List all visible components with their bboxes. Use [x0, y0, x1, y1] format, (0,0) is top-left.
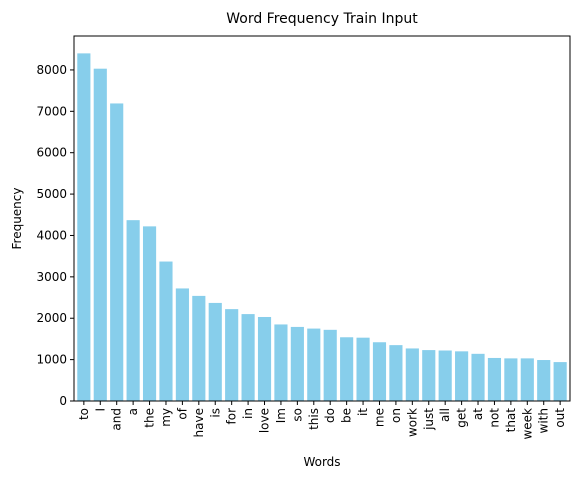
x-tick-label: with	[537, 408, 551, 433]
x-tick-label: me	[372, 408, 386, 427]
y-tick-label: 1000	[36, 353, 67, 367]
x-tick-label: be	[340, 408, 354, 423]
y-tick-label: 4000	[36, 228, 67, 242]
chart-title: Word Frequency Train Input	[226, 11, 418, 27]
y-tick-label: 5000	[36, 187, 67, 201]
x-tick-label: I	[93, 408, 107, 412]
bar-week	[520, 358, 534, 401]
bar-the	[142, 226, 157, 401]
x-tick-label: week	[520, 408, 534, 440]
bar-is	[208, 302, 222, 401]
bar-it	[356, 337, 370, 401]
bar-this	[307, 328, 321, 401]
y-tick-label: 0	[59, 394, 67, 408]
x-tick-label: the	[143, 408, 157, 428]
bar-with	[537, 360, 551, 401]
x-tick-label: it	[356, 408, 370, 416]
x-tick-label: my	[159, 408, 173, 427]
x-tick-label: on	[389, 408, 403, 423]
x-tick-label: all	[438, 408, 452, 422]
bar-and	[110, 103, 124, 401]
y-tick-label: 3000	[36, 270, 67, 284]
bar-im	[274, 324, 288, 401]
x-tick-label: so	[290, 408, 304, 422]
bar-do	[323, 329, 337, 401]
x-tick-label: work	[405, 408, 419, 437]
x-tick-label: love	[258, 408, 272, 433]
x-tick-label: Im	[274, 408, 288, 423]
x-tick-label: in	[241, 408, 255, 419]
x-tick-label: to	[77, 408, 91, 420]
bar-love	[257, 316, 272, 401]
x-tick-label: at	[471, 408, 485, 420]
x-tick-label: for	[225, 408, 239, 425]
bar-in	[241, 314, 255, 401]
x-tick-label: not	[487, 408, 501, 428]
bar-work	[405, 348, 419, 401]
bar-have	[192, 295, 206, 401]
x-tick-label: is	[208, 408, 222, 418]
bar-a	[126, 220, 140, 401]
x-tick-label: get	[455, 408, 469, 428]
bar-not	[487, 357, 502, 401]
x-tick-label: this	[307, 408, 321, 430]
y-axis-title: Frequency	[10, 188, 24, 250]
bar-my	[159, 261, 173, 401]
bar-be	[340, 337, 354, 401]
bar-all	[438, 350, 452, 401]
bar-just	[422, 350, 436, 401]
bars-group	[77, 53, 567, 401]
bar-on	[389, 345, 403, 401]
bar-that	[504, 358, 518, 401]
y-tick-label: 2000	[36, 311, 67, 325]
y-tick-label: 7000	[36, 104, 67, 118]
bar-i	[93, 68, 107, 401]
x-tick-label: out	[553, 408, 567, 428]
bar-to	[77, 53, 91, 401]
x-tick-label: of	[175, 407, 189, 419]
bar-get	[455, 351, 469, 401]
bar-for	[225, 309, 239, 401]
x-tick-label: a	[126, 408, 140, 415]
bar-me	[372, 342, 387, 401]
x-axis-title: Words	[303, 455, 340, 469]
y-tick-label: 8000	[36, 63, 67, 77]
x-tick-label: that	[504, 408, 518, 433]
bar-so	[290, 326, 304, 401]
y-axis-ticks: 0 1000 2000 3000 4000 5000 6000 7000 8000	[36, 63, 74, 408]
y-tick-label: 6000	[36, 146, 67, 160]
x-tick-label: and	[110, 408, 124, 431]
x-tick-label: just	[422, 408, 436, 431]
plot-frame	[73, 35, 571, 402]
bar-out	[553, 362, 567, 401]
x-tick-label: have	[192, 408, 206, 437]
bar-of	[175, 288, 189, 401]
bar-at	[471, 353, 485, 401]
x-tick-label: do	[323, 408, 337, 423]
